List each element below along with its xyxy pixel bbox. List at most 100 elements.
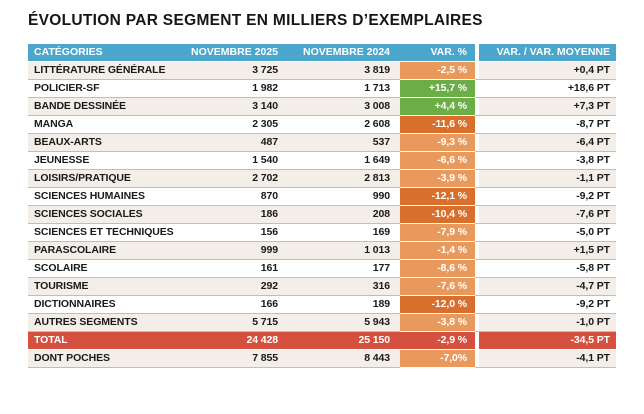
column-gap xyxy=(475,134,479,151)
var-avg-cell: -4,1 PT xyxy=(479,350,616,367)
nov-2025-cell: 3 725 xyxy=(180,62,280,79)
var-pct-cell: -2,5 % xyxy=(400,62,475,79)
table-row: LOISIRS/PRATIQUE 2 702 2 813 -3,9 % -1,1 PT xyxy=(28,170,616,188)
table-row: SCIENCES HUMAINES 870 990 -12,1 % -9,2 PT xyxy=(28,188,616,206)
var-pct-cell: +15,7 % xyxy=(400,80,475,97)
nov-2025-cell: 186 xyxy=(180,206,280,223)
nov-2024-cell: 990 xyxy=(280,188,400,205)
var-pct-cell: -7,6 % xyxy=(400,278,475,295)
category-cell: AUTRES SEGMENTS xyxy=(28,314,180,331)
table-row: MANGA 2 305 2 608 -11,6 % -8,7 PT xyxy=(28,116,616,134)
var-pct-cell: +4,4 % xyxy=(400,98,475,115)
category-cell: BANDE DESSINÉE xyxy=(28,98,180,115)
total-row: TOTAL 24 428 25 150 -2,9 % -34,5 PT xyxy=(28,332,616,350)
nov-2025-cell: 487 xyxy=(180,134,280,151)
var-avg-cell: -1,0 PT xyxy=(479,314,616,331)
column-gap xyxy=(475,260,479,277)
nov-2025-cell: 3 140 xyxy=(180,98,280,115)
nov-2025-cell: 5 715 xyxy=(180,314,280,331)
var-pct-cell: -10,4 % xyxy=(400,206,475,223)
header-novembre-2025: NOVEMBRE 2025 xyxy=(180,44,280,61)
column-gap xyxy=(475,242,479,259)
nov-2025-cell: 156 xyxy=(180,224,280,241)
var-pct-cell: -12,1 % xyxy=(400,188,475,205)
nov-2024-cell: 8 443 xyxy=(280,350,400,367)
column-gap xyxy=(475,116,479,133)
category-cell: SCOLAIRE xyxy=(28,260,180,277)
column-gap xyxy=(475,350,479,367)
table-row: SCIENCES SOCIALES 186 208 -10,4 % -7,6 PT xyxy=(28,206,616,224)
table-row: AUTRES SEGMENTS 5 715 5 943 -3,8 % -1,0 PT xyxy=(28,314,616,332)
var-pct-cell: -11,6 % xyxy=(400,116,475,133)
var-pct-cell: -2,9 % xyxy=(400,332,475,349)
category-cell: DICTIONNAIRES xyxy=(28,296,180,313)
nov-2025-cell: 161 xyxy=(180,260,280,277)
category-cell: TOTAL xyxy=(28,332,180,349)
var-avg-cell: -7,6 PT xyxy=(479,206,616,223)
nov-2024-cell: 189 xyxy=(280,296,400,313)
var-avg-cell: +0,4 PT xyxy=(479,62,616,79)
nov-2025-cell: 870 xyxy=(180,188,280,205)
nov-2024-cell: 177 xyxy=(280,260,400,277)
table-row: PARASCOLAIRE 999 1 013 -1,4 % +1,5 PT xyxy=(28,242,616,260)
table-row: SCIENCES ET TECHNIQUES 156 169 -7,9 % -5,0 P… xyxy=(28,224,616,242)
header-categories: CATÉGORIES xyxy=(28,44,180,61)
var-avg-cell: +7,3 PT xyxy=(479,98,616,115)
column-gap xyxy=(475,296,479,313)
nov-2024-cell: 5 943 xyxy=(280,314,400,331)
nov-2025-cell: 24 428 xyxy=(180,332,280,349)
var-pct-cell: -7,9 % xyxy=(400,224,475,241)
table-header-row: CATÉGORIES NOVEMBRE 2025 NOVEMBRE 2024 V… xyxy=(28,44,616,62)
var-avg-cell: -9,2 PT xyxy=(479,296,616,313)
segments-table: CATÉGORIES NOVEMBRE 2025 NOVEMBRE 2024 V… xyxy=(28,44,616,368)
nov-2025-cell: 999 xyxy=(180,242,280,259)
column-gap xyxy=(475,188,479,205)
var-pct-cell: -12,0 % xyxy=(400,296,475,313)
column-gap xyxy=(475,170,479,187)
category-cell: MANGA xyxy=(28,116,180,133)
nov-2024-cell: 2 813 xyxy=(280,170,400,187)
category-cell: TOURISME xyxy=(28,278,180,295)
table-row: JEUNESSE 1 540 1 649 -6,6 % -3,8 PT xyxy=(28,152,616,170)
var-pct-cell: -8,6 % xyxy=(400,260,475,277)
dont-poches-row: DONT POCHES 7 855 8 443 -7,0% -4,1 PT xyxy=(28,350,616,368)
category-cell: SCIENCES HUMAINES xyxy=(28,188,180,205)
var-pct-cell: -3,8 % xyxy=(400,314,475,331)
nov-2024-cell: 3 819 xyxy=(280,62,400,79)
var-avg-cell: -4,7 PT xyxy=(479,278,616,295)
nov-2025-cell: 292 xyxy=(180,278,280,295)
var-avg-cell: -8,7 PT xyxy=(479,116,616,133)
nov-2024-cell: 1 649 xyxy=(280,152,400,169)
category-cell: LITTÉRATURE GÉNÉRALE xyxy=(28,62,180,79)
table-row: BANDE DESSINÉE 3 140 3 008 +4,4 % +7,3 PT xyxy=(28,98,616,116)
column-gap xyxy=(475,80,479,97)
var-pct-cell: -9,3 % xyxy=(400,134,475,151)
table-row: LITTÉRATURE GÉNÉRALE 3 725 3 819 -2,5 % +0,4… xyxy=(28,62,616,80)
var-pct-cell: -3,9 % xyxy=(400,170,475,187)
var-avg-cell: -1,1 PT xyxy=(479,170,616,187)
var-avg-cell: -34,5 PT xyxy=(479,332,616,349)
nov-2025-cell: 7 855 xyxy=(180,350,280,367)
nov-2024-cell: 3 008 xyxy=(280,98,400,115)
table-row: DICTIONNAIRES 166 189 -12,0 % -9,2 PT xyxy=(28,296,616,314)
category-cell: JEUNESSE xyxy=(28,152,180,169)
header-var-pct: VAR. % xyxy=(400,44,475,61)
column-gap xyxy=(475,152,479,169)
var-pct-cell: -1,4 % xyxy=(400,242,475,259)
var-avg-cell: -5,8 PT xyxy=(479,260,616,277)
column-gap xyxy=(475,314,479,331)
nov-2025-cell: 1 982 xyxy=(180,80,280,97)
var-pct-cell: -6,6 % xyxy=(400,152,475,169)
nov-2024-cell: 1 013 xyxy=(280,242,400,259)
nov-2024-cell: 2 608 xyxy=(280,116,400,133)
column-gap xyxy=(475,98,479,115)
nov-2025-cell: 2 305 xyxy=(180,116,280,133)
nov-2024-cell: 537 xyxy=(280,134,400,151)
var-avg-cell: -6,4 PT xyxy=(479,134,616,151)
var-avg-cell: -5,0 PT xyxy=(479,224,616,241)
chart-title: ÉVOLUTION PAR SEGMENT EN MILLIERS D’EXEM… xyxy=(28,12,483,29)
column-gap xyxy=(475,278,479,295)
column-gap xyxy=(475,332,479,349)
table-row: POLICIER-SF 1 982 1 713 +15,7 % +18,6 PT xyxy=(28,80,616,98)
